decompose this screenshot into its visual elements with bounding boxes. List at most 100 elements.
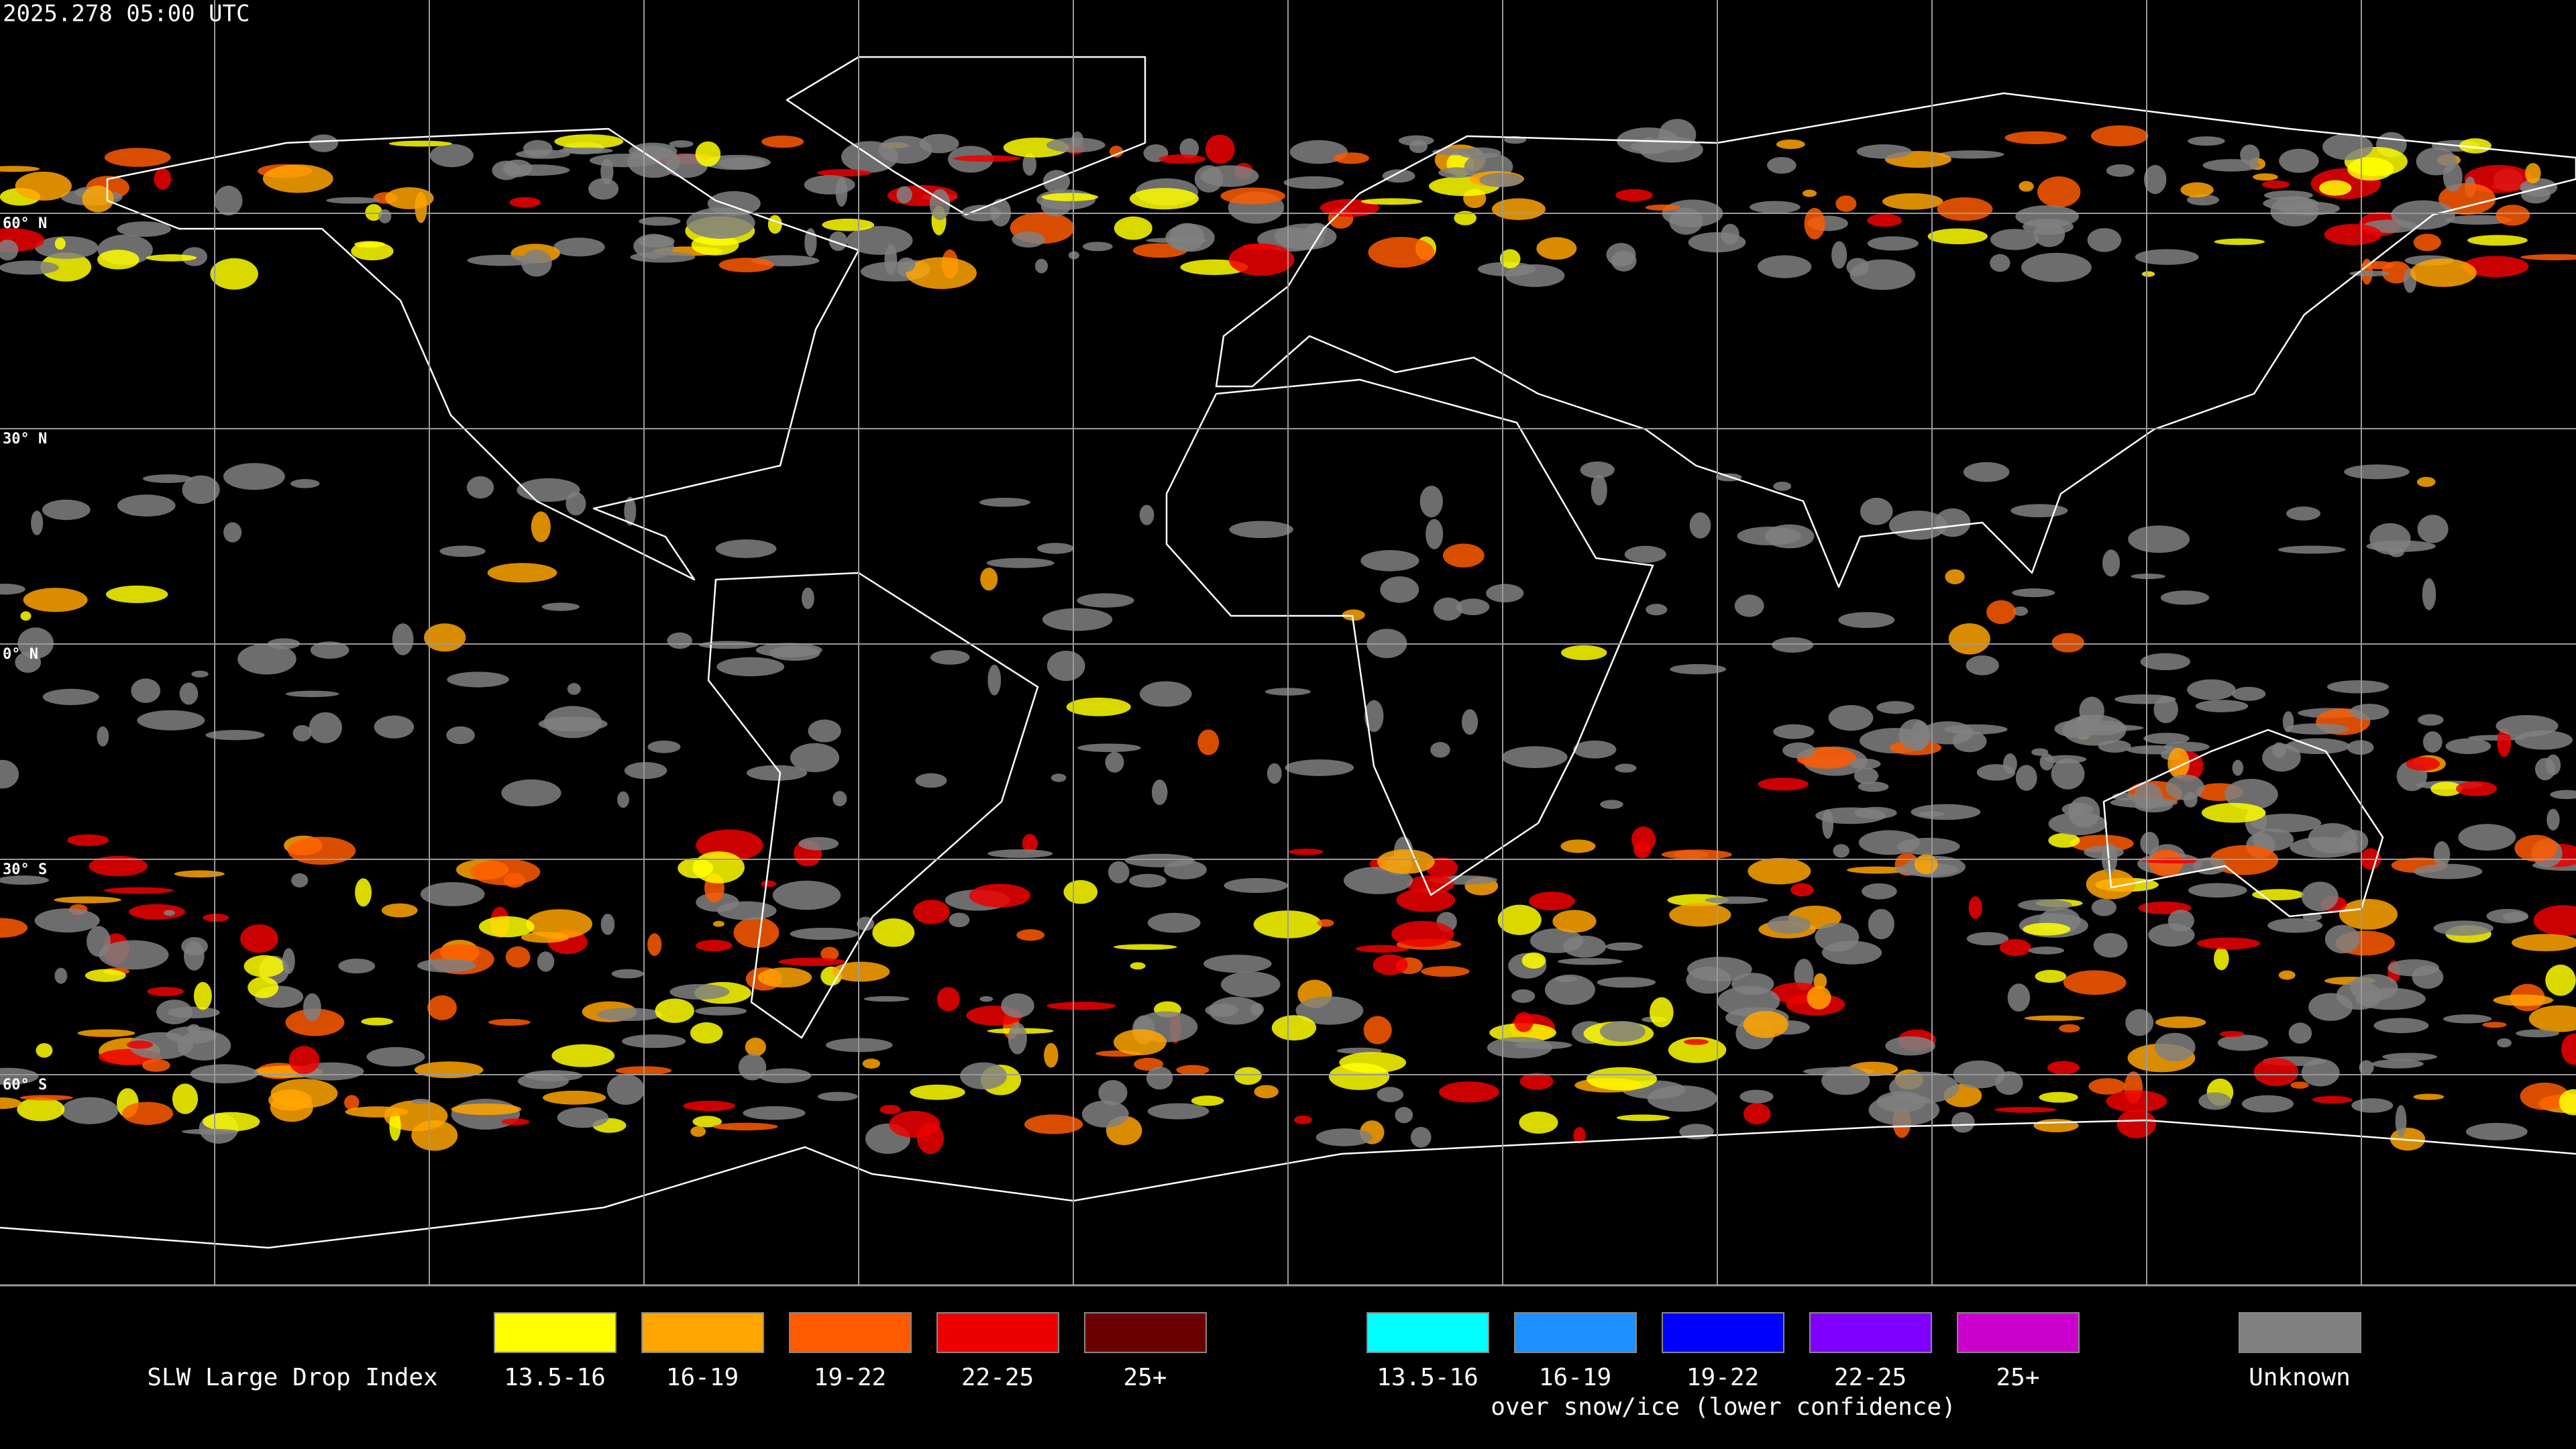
cloud-patch [588, 178, 619, 200]
cloud-patch [1804, 207, 1825, 239]
cloud-patch [1130, 962, 1146, 970]
cloud-patch [804, 175, 855, 195]
cloud-patch [121, 1102, 174, 1125]
cloud-patch [1555, 976, 1577, 982]
cloud-patch [1767, 915, 1811, 934]
cloud-patch [2091, 125, 2149, 147]
cloud-patch [639, 217, 681, 226]
cloud-patch [1683, 1038, 1709, 1045]
legend: 13.5-16 16-19 19-22 22-25 25+ 13.5-16 16-19 19-… [494, 1312, 2361, 1421]
cloud-patch [1041, 193, 1099, 201]
cloud-patch [778, 957, 845, 966]
cloud-patch [82, 185, 114, 213]
cloud-patch [2465, 1122, 2528, 1140]
cloud-patch [2148, 923, 2195, 947]
cloud-patch [2091, 898, 2116, 916]
cloud-patch [424, 623, 466, 652]
cloud-patch [210, 258, 258, 290]
cloud-patch [669, 140, 694, 148]
cloud-patch [1179, 138, 1199, 159]
cloud-patch [832, 961, 890, 982]
legend-label: 16-19 [1539, 1364, 1611, 1391]
cloud-patch [1108, 861, 1130, 883]
cloud-patch [411, 1120, 458, 1151]
cloud-patch [1847, 866, 1909, 874]
cloud-patch [1295, 996, 1364, 1025]
cloud-patch [87, 926, 111, 957]
cloud-patch [97, 250, 140, 270]
cloud-patch [2340, 829, 2369, 853]
cloud-patch [541, 602, 580, 611]
legend-label: 13.5-16 [1377, 1364, 1479, 1391]
cloud-patch [2371, 1059, 2424, 1069]
cloud-patch [2021, 252, 2092, 282]
cloud-patch [694, 1006, 747, 1016]
cloud-patch [1077, 593, 1134, 608]
cloud-patch [936, 987, 960, 1012]
cloud-patch [1670, 663, 1727, 675]
cloud-patch [117, 221, 171, 237]
cloud-patch [2007, 983, 2031, 1012]
cloud-patch [2288, 1022, 2312, 1044]
cloud-patch [131, 678, 161, 703]
cloud-patch [2459, 138, 2491, 154]
cloud-patch [1454, 211, 1477, 225]
cloud-patch [414, 1061, 484, 1079]
cloud-patch [154, 168, 172, 190]
cloud-patch [2418, 714, 2444, 726]
cloud-patch [19, 1095, 73, 1101]
cloud-patch [1705, 896, 1768, 904]
cloud-patch [2048, 833, 2080, 848]
cloud-patch [1022, 153, 1037, 176]
cloud-patch [2059, 1024, 2080, 1033]
cloud-patch [2458, 824, 2516, 851]
cloud-patch [2326, 680, 2390, 694]
cloud-patch [980, 568, 998, 591]
cloud-patch [0, 584, 25, 595]
cloud-patch [1398, 135, 1434, 146]
cloud-patch [606, 1074, 645, 1105]
cloud-patch [1573, 740, 1617, 759]
cloud-patch [2188, 136, 2225, 146]
cloud-patch [1491, 198, 1546, 221]
cloud-patch [919, 133, 959, 154]
cloud-patch [142, 1059, 170, 1072]
cloud-patch [54, 896, 121, 904]
cloud-patch [2143, 164, 2167, 195]
cloud-patch [345, 1106, 409, 1118]
cloud-patch [2088, 1078, 2127, 1095]
cloud-patch [478, 916, 535, 938]
cloud-patch [361, 1017, 394, 1026]
cloud-patch [1624, 545, 1666, 564]
cloud-patch [1001, 993, 1034, 1018]
cloud-patch [745, 1037, 766, 1057]
cloud-patch [1147, 912, 1201, 933]
cloud-patch [1782, 742, 1815, 759]
cloud-patch [833, 791, 847, 806]
cloud-patch [2286, 506, 2321, 521]
cloud-patch [187, 1024, 201, 1034]
cloud-patch [627, 146, 680, 178]
cloud-patch [746, 765, 808, 781]
cloud-patch [1042, 608, 1113, 631]
cloud-patch [611, 969, 644, 979]
cloud-patch [2416, 476, 2436, 488]
cloud-patch [1689, 512, 1711, 539]
cloud-patch [1945, 569, 1965, 584]
cloud-patch [683, 1100, 736, 1112]
cloud-patch [1105, 751, 1124, 773]
cloud-patch [2024, 1015, 2085, 1021]
cloud-patch [790, 927, 859, 941]
cloud-patch [2087, 227, 2122, 252]
cloud-patch [163, 910, 176, 916]
cloud-patch [1867, 213, 1902, 227]
cloud-patch [97, 726, 109, 747]
cloud-patch [1828, 704, 1874, 731]
cloud-patch [2278, 970, 2296, 980]
cloud-patch [1605, 942, 1643, 951]
cloud-patch [2550, 790, 2576, 800]
cloud-patch [537, 951, 555, 972]
cloud-patch [1813, 973, 1827, 989]
cloud-patch [1773, 724, 1815, 739]
timestamp: 2025.278 05:00 UTC [3, 1, 250, 28]
